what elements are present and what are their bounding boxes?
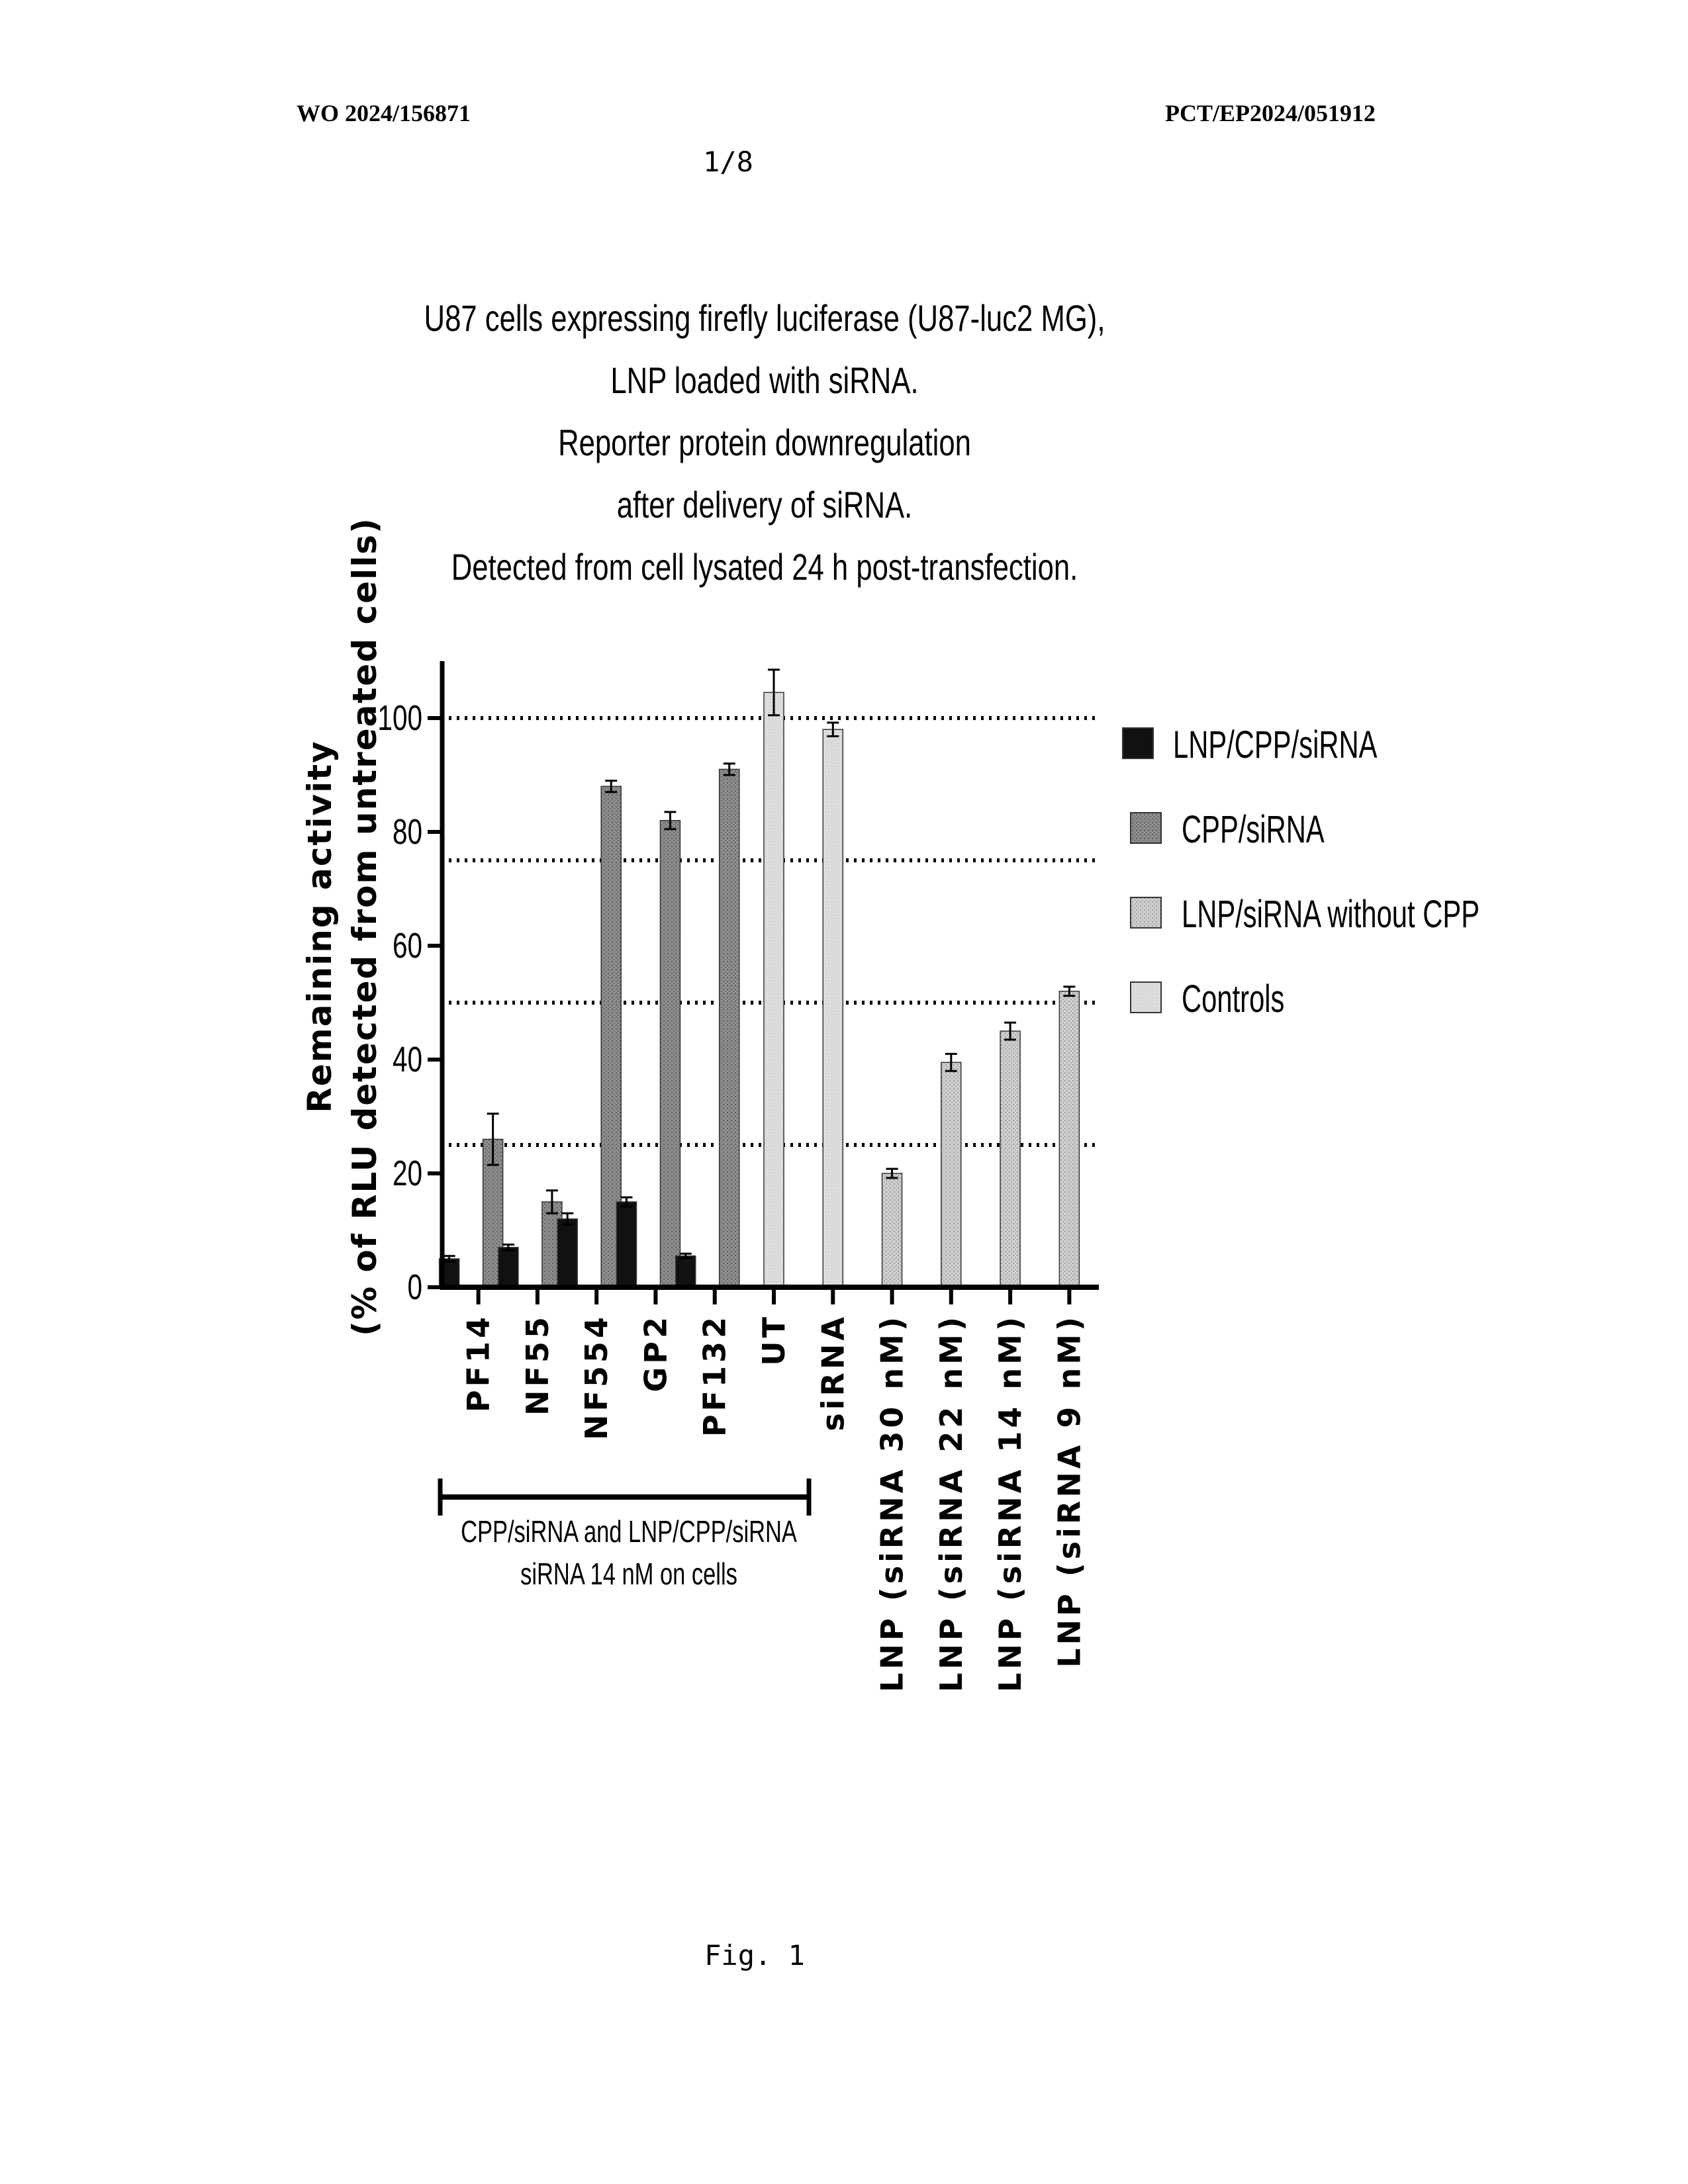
application-number: PCT/EP2024/051912 [1165, 100, 1376, 126]
x-tick-label-10: LNP (siRNA 14 nM) [992, 1314, 1028, 1692]
chart-title-line-5: Detected from cell lysated 24 h post-tra… [451, 547, 1078, 588]
bar-ut-1 [763, 692, 784, 1288]
figure-caption: Fig. 1 [704, 1939, 805, 1972]
legend-label-3: LNP/siRNA without CPP [1182, 892, 1479, 935]
bars [438, 668, 1080, 1288]
legend-swatch-3 [1130, 897, 1162, 929]
x-tick-label-5: PF132 [697, 1314, 733, 1437]
y-tick-label-40: 40 [393, 1040, 422, 1079]
y-tick-label-80: 80 [393, 812, 422, 852]
y-axis-label-line-1: Remaining activity [301, 740, 339, 1113]
x-tick-label-1: PF14 [461, 1314, 496, 1412]
legend-swatch-2 [1130, 812, 1162, 844]
group-annotation: CPP/siRNA and LNP/CPP/siRNA siRNA 14 nM o… [438, 1479, 812, 1591]
bar-sirna-1 [822, 729, 844, 1288]
y-tick-label-60: 60 [393, 926, 422, 966]
bar-lnp-sirna-22-nm--1 [941, 1062, 962, 1288]
group-annotation-line-1: CPP/siRNA and LNP/CPP/siRNA [461, 1514, 798, 1549]
chart-title-line-4: after delivery of siRNA. [617, 484, 913, 525]
y-tick-label-0: 0 [407, 1267, 422, 1307]
x-tick-label-9: LNP (siRNA 22 nM) [933, 1314, 969, 1692]
x-tick-label-3: NF554 [579, 1314, 614, 1440]
x-tick-label-11: LNP (siRNA 9 nM) [1051, 1314, 1087, 1668]
bar-pf132-1 [675, 1255, 696, 1288]
bar-lnp-sirna-9-nm--1 [1058, 991, 1080, 1288]
group-annotation-line-2: siRNA 14 nM on cells [520, 1557, 737, 1591]
y-tick-label-100: 100 [377, 698, 422, 738]
bar-lnp-sirna-14-nm--1 [1000, 1030, 1021, 1288]
legend-swatch-4 [1130, 981, 1162, 1013]
reference-lines [449, 716, 1099, 1147]
chart-title-line-1: U87 cells expressing firefly luciferase … [424, 298, 1105, 339]
x-tick-label-6: UT [756, 1314, 792, 1366]
x-tick-labels: PF14 NF55 NF554 GP2 PF132 UT siRNA LNP (siRNA 3… [461, 1314, 1088, 1692]
bar-nf55-1 [498, 1247, 519, 1288]
bar-lnp-sirna-30-nm--1 [881, 1173, 903, 1288]
bar-gp2-1 [616, 1201, 637, 1288]
y-tick-label-20: 20 [393, 1154, 422, 1193]
legend-label-2: CPP/siRNA [1182, 807, 1325, 850]
chart-title-line-3: Reporter protein downregulation [558, 422, 971, 463]
x-tick-label-7: siRNA [815, 1314, 851, 1432]
bar-pf132-2 [718, 768, 740, 1288]
bar-nf554-1 [557, 1218, 578, 1288]
axes: 0 20 40 60 80 100 [377, 661, 1099, 1307]
x-tick-label-2: NF55 [520, 1314, 555, 1416]
x-tick-label-4: GP2 [637, 1314, 673, 1392]
sheet-number: 1/8 [703, 146, 753, 178]
legend-label-1: LNP/CPP/siRNA [1173, 723, 1378, 766]
publication-number: WO 2024/156871 [297, 100, 471, 126]
y-axis-label-line-2: (% of RLU detected from untreated cells) [346, 517, 384, 1336]
x-tick-label-8: LNP (siRNA 30 nM) [874, 1314, 910, 1692]
y-axis-label: Remaining activity (% of RLU detected fro… [301, 517, 384, 1336]
legend: LNP/CPP/siRNA CPP/siRNA LNP/siRNA without … [1122, 723, 1479, 1021]
bar-gp2-2 [659, 820, 681, 1288]
chart-title: U87 cells expressing firefly luciferase … [424, 298, 1105, 588]
legend-label-4: Controls [1182, 977, 1284, 1020]
legend-swatch-1 [1122, 727, 1154, 759]
chart-title-line-2: LNP loaded with siRNA. [610, 360, 918, 401]
